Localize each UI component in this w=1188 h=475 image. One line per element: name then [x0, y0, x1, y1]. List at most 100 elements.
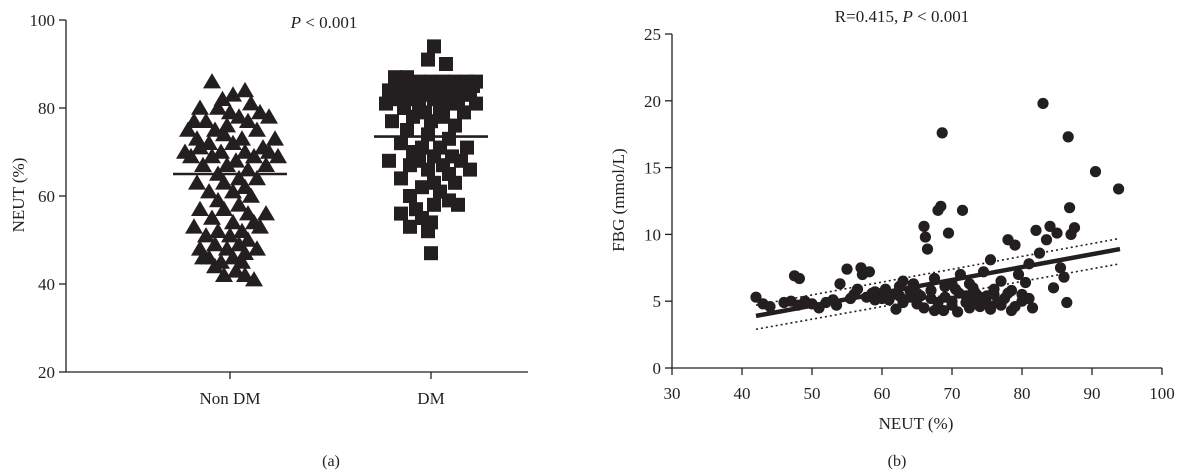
panel-a-non-dm-point — [224, 249, 242, 265]
panel-a-non-dm-point — [227, 262, 245, 278]
panel-b-p-symbol: P — [901, 7, 912, 26]
panel-b-point — [967, 282, 979, 294]
panel-a-axes: 20 40 60 80 100 Non DM DM — [30, 11, 528, 408]
panel-a-non-dm-point — [182, 147, 200, 164]
panel-a-dm-point — [448, 118, 462, 133]
panel-b-correlation-annotation: R=0.415, P < 0.001 — [835, 7, 969, 26]
panel-a-non-dm-point — [194, 156, 212, 172]
panel-b-point — [1064, 202, 1076, 214]
panel-b-point — [1089, 166, 1102, 178]
panel-a-non-dm-point — [236, 81, 254, 98]
panel-a-non-dm-point — [203, 73, 221, 89]
panel-b-point — [918, 302, 930, 314]
panel-a-non-dm-point — [215, 125, 233, 142]
panel-b-point — [988, 283, 1000, 295]
panel-a-non-dm-point — [251, 103, 269, 120]
panel-a-non-dm-point — [224, 183, 242, 199]
panel-b-point — [1005, 284, 1018, 297]
panel-b-point — [1033, 247, 1046, 259]
panel-b-point — [1062, 131, 1074, 143]
panel-a-non-dm-point — [242, 95, 260, 111]
panel-a-non-dm-point — [248, 121, 266, 137]
panel-a-non-dm-point — [191, 99, 209, 115]
panel-b-y-tick-label: 15 — [644, 159, 661, 178]
panel-b-point — [1051, 227, 1063, 239]
panel-a-dm-point — [394, 79, 408, 93]
panel-b-point — [1019, 276, 1032, 289]
panel-a-non-dm-point — [224, 213, 242, 230]
panel-b-point — [938, 304, 950, 317]
panel-b-point — [932, 296, 944, 309]
panel-a-non-dm-point — [221, 227, 239, 243]
panel-b-point — [1037, 97, 1049, 110]
panel-a-x-tick-label: DM — [417, 389, 444, 408]
panel-a-dm-point — [406, 109, 420, 124]
panel-a-non-dm-point — [203, 147, 221, 164]
panel-a-dm-point — [421, 52, 435, 67]
panel-b-point — [956, 204, 969, 216]
panel-a-non-dm-point — [269, 147, 287, 164]
panel-b-point — [935, 200, 947, 212]
panel-a-dm-point — [424, 114, 438, 129]
panel-a-y-tick-label: 100 — [30, 11, 56, 30]
panel-b-point — [890, 303, 902, 315]
panel-a-p-symbol: P — [290, 13, 301, 32]
panel-b-x-tick-label: 70 — [944, 384, 961, 403]
panel-a-dm-point — [469, 96, 483, 111]
panel-a-y-tick-label: 60 — [38, 187, 55, 206]
panel-a-dm-point — [415, 180, 429, 195]
panel-a-dm-point — [403, 219, 417, 234]
panel-a-non-dm-point — [215, 174, 233, 190]
panel-b-point — [984, 303, 997, 315]
panel-a-non-dm-point — [230, 108, 248, 124]
panel-a-non-dm-point — [236, 266, 254, 282]
panel-a-non-dm-point — [236, 143, 254, 159]
panel-a-non-dm-point — [239, 231, 257, 247]
panel-a-non-dm-point — [191, 240, 209, 256]
panel-a-non-dm-point — [224, 86, 242, 102]
panel-a-y-tick-label: 40 — [38, 275, 55, 294]
panel-b-x-tick-label: 100 — [1149, 384, 1175, 403]
panel-a-non-dm-point — [248, 169, 266, 186]
panel-b-point — [1068, 222, 1081, 234]
panel-b-point — [1030, 224, 1042, 236]
panel-b-point — [851, 283, 864, 295]
panel-b-y-tick-label: 0 — [653, 359, 662, 378]
panel-b-point — [911, 287, 923, 299]
panel-a-p-value: < 0.001 — [301, 13, 357, 32]
panel-a-non-dm-point — [209, 99, 227, 115]
panel-a-non-dm-point — [227, 152, 245, 168]
panel-b-y-axis-label: FBG (mmol/L) — [609, 148, 628, 251]
panel-a-non-dm-point — [257, 205, 275, 221]
panel-b-x-tick-label: 90 — [1084, 384, 1101, 403]
panel-b-point — [1054, 262, 1067, 274]
panel-b-point — [946, 299, 958, 311]
panel-a-non-dm-point — [215, 266, 233, 282]
panel-b-x-tick-label: 60 — [874, 384, 891, 403]
panel-a-non-dm-point — [251, 218, 269, 234]
panel-a-dm-point — [382, 153, 396, 168]
panel-a-non-dm-point — [215, 200, 233, 216]
panel-b-point — [1009, 239, 1021, 251]
panel-a-non-dm-point — [197, 227, 215, 243]
panel-b-point — [863, 266, 876, 278]
panel-a-non-dm-point — [191, 139, 209, 155]
panel-b-point — [1026, 302, 1039, 314]
panel-a-dm-point — [460, 140, 474, 155]
panel-a-dm-point — [439, 57, 453, 71]
panel-a-y-axis-label: NEUT (%) — [9, 158, 28, 233]
panel-a-non-dm-point — [242, 187, 260, 203]
panel-a-non-dm-point — [260, 108, 278, 124]
panel-a-non-dm-point — [221, 103, 239, 120]
panel-a-non-dm-point — [266, 130, 284, 146]
panel-a-dm-point — [427, 39, 441, 54]
panel-a-dm-point — [385, 114, 399, 129]
panel-b-ci-lower-line — [755, 263, 1121, 331]
panel-b-point — [897, 275, 909, 287]
panel-a-dm-point — [403, 158, 417, 173]
panel-a-non-dm-point — [257, 156, 275, 172]
panel-b-point — [1113, 183, 1125, 195]
panel-a-y-tick-label: 20 — [38, 363, 55, 382]
panel-a-non-dm-point — [218, 156, 236, 172]
